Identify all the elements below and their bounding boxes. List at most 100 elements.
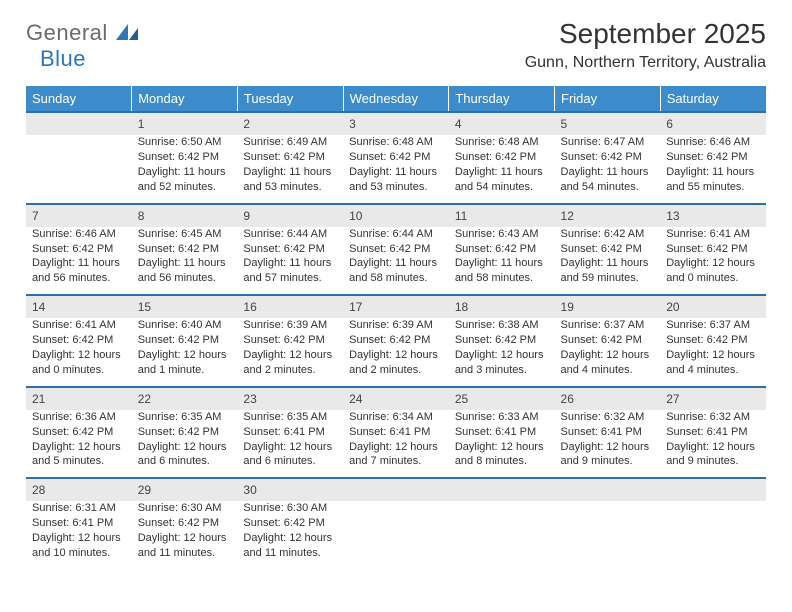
day-cell: Sunrise: 6:44 AM Sunset: 6:42 PM Dayligh… [237,227,343,295]
day-content-row: Sunrise: 6:50 AM Sunset: 6:42 PM Dayligh… [26,135,766,203]
day-cell: Sunrise: 6:44 AM Sunset: 6:42 PM Dayligh… [343,227,449,295]
daynum-row: 21222324252627 [26,387,766,410]
header-thursday: Thursday [449,86,555,112]
day-number: 20 [660,295,766,318]
day-cell: Sunrise: 6:40 AM Sunset: 6:42 PM Dayligh… [132,318,238,386]
day-number: 7 [26,204,132,227]
daynum-row: 282930 [26,478,766,501]
day-number: 12 [555,204,661,227]
daynum-row: 14151617181920 [26,295,766,318]
calendar-page: General Blue September 2025 Gunn, Northe… [0,0,792,587]
day-number: 25 [449,387,555,410]
day-number: 13 [660,204,766,227]
day-content-row: Sunrise: 6:36 AM Sunset: 6:42 PM Dayligh… [26,410,766,478]
page-title: September 2025 [525,18,766,50]
header-wednesday: Wednesday [343,86,449,112]
day-cell: Sunrise: 6:37 AM Sunset: 6:42 PM Dayligh… [660,318,766,386]
weekday-header-row: Sunday Monday Tuesday Wednesday Thursday… [26,86,766,112]
day-cell: Sunrise: 6:36 AM Sunset: 6:42 PM Dayligh… [26,410,132,478]
day-number [660,478,766,501]
day-cell: Sunrise: 6:30 AM Sunset: 6:42 PM Dayligh… [132,501,238,568]
header-tuesday: Tuesday [237,86,343,112]
day-content-row: Sunrise: 6:41 AM Sunset: 6:42 PM Dayligh… [26,318,766,386]
day-cell: Sunrise: 6:33 AM Sunset: 6:41 PM Dayligh… [449,410,555,478]
day-number: 19 [555,295,661,318]
daynum-row: 78910111213 [26,204,766,227]
day-cell [343,501,449,568]
day-number: 17 [343,295,449,318]
day-cell [449,501,555,568]
day-content-row: Sunrise: 6:46 AM Sunset: 6:42 PM Dayligh… [26,227,766,295]
location-text: Gunn, Northern Territory, Australia [525,54,766,72]
day-cell: Sunrise: 6:41 AM Sunset: 6:42 PM Dayligh… [26,318,132,386]
day-cell: Sunrise: 6:31 AM Sunset: 6:41 PM Dayligh… [26,501,132,568]
title-block: September 2025 Gunn, Northern Territory,… [525,18,766,72]
logo-word-2: Blue [40,46,86,71]
day-cell: Sunrise: 6:48 AM Sunset: 6:42 PM Dayligh… [343,135,449,203]
day-number: 30 [237,478,343,501]
calendar-table: Sunday Monday Tuesday Wednesday Thursday… [26,86,766,569]
day-cell: Sunrise: 6:35 AM Sunset: 6:41 PM Dayligh… [237,410,343,478]
day-number: 15 [132,295,238,318]
day-cell: Sunrise: 6:41 AM Sunset: 6:42 PM Dayligh… [660,227,766,295]
day-number: 8 [132,204,238,227]
day-cell: Sunrise: 6:48 AM Sunset: 6:42 PM Dayligh… [449,135,555,203]
day-cell: Sunrise: 6:42 AM Sunset: 6:42 PM Dayligh… [555,227,661,295]
day-cell: Sunrise: 6:43 AM Sunset: 6:42 PM Dayligh… [449,227,555,295]
day-number: 4 [449,112,555,135]
day-number: 24 [343,387,449,410]
day-number: 18 [449,295,555,318]
day-number: 14 [26,295,132,318]
day-number: 27 [660,387,766,410]
day-cell: Sunrise: 6:39 AM Sunset: 6:42 PM Dayligh… [237,318,343,386]
day-number [26,112,132,135]
header-saturday: Saturday [660,86,766,112]
daynum-row: 123456 [26,112,766,135]
day-number: 10 [343,204,449,227]
day-number: 21 [26,387,132,410]
header-sunday: Sunday [26,86,132,112]
day-cell: Sunrise: 6:38 AM Sunset: 6:42 PM Dayligh… [449,318,555,386]
day-content-row: Sunrise: 6:31 AM Sunset: 6:41 PM Dayligh… [26,501,766,568]
day-number: 16 [237,295,343,318]
day-number: 1 [132,112,238,135]
day-cell: Sunrise: 6:50 AM Sunset: 6:42 PM Dayligh… [132,135,238,203]
day-number: 22 [132,387,238,410]
header-monday: Monday [132,86,238,112]
day-cell [555,501,661,568]
calendar-body: 123456Sunrise: 6:50 AM Sunset: 6:42 PM D… [26,112,766,569]
day-cell: Sunrise: 6:46 AM Sunset: 6:42 PM Dayligh… [660,135,766,203]
logo-text: General Blue [26,20,138,72]
day-cell: Sunrise: 6:47 AM Sunset: 6:42 PM Dayligh… [555,135,661,203]
day-number: 23 [237,387,343,410]
day-cell: Sunrise: 6:34 AM Sunset: 6:41 PM Dayligh… [343,410,449,478]
day-number: 6 [660,112,766,135]
day-cell: Sunrise: 6:45 AM Sunset: 6:42 PM Dayligh… [132,227,238,295]
day-cell: Sunrise: 6:30 AM Sunset: 6:42 PM Dayligh… [237,501,343,568]
day-cell: Sunrise: 6:39 AM Sunset: 6:42 PM Dayligh… [343,318,449,386]
day-cell: Sunrise: 6:32 AM Sunset: 6:41 PM Dayligh… [660,410,766,478]
day-cell: Sunrise: 6:32 AM Sunset: 6:41 PM Dayligh… [555,410,661,478]
day-cell [660,501,766,568]
header-friday: Friday [555,86,661,112]
day-number [449,478,555,501]
day-number: 29 [132,478,238,501]
day-number: 11 [449,204,555,227]
day-cell [26,135,132,203]
day-cell: Sunrise: 6:46 AM Sunset: 6:42 PM Dayligh… [26,227,132,295]
day-number: 26 [555,387,661,410]
logo-word-1: General [26,20,108,45]
day-number: 28 [26,478,132,501]
day-number: 9 [237,204,343,227]
day-number: 5 [555,112,661,135]
day-number: 3 [343,112,449,135]
sail-icon [116,24,138,45]
day-cell: Sunrise: 6:37 AM Sunset: 6:42 PM Dayligh… [555,318,661,386]
day-number [555,478,661,501]
logo: General Blue [26,20,138,72]
topbar: General Blue September 2025 Gunn, Northe… [26,18,766,72]
day-number [343,478,449,501]
day-cell: Sunrise: 6:49 AM Sunset: 6:42 PM Dayligh… [237,135,343,203]
day-number: 2 [237,112,343,135]
day-cell: Sunrise: 6:35 AM Sunset: 6:42 PM Dayligh… [132,410,238,478]
